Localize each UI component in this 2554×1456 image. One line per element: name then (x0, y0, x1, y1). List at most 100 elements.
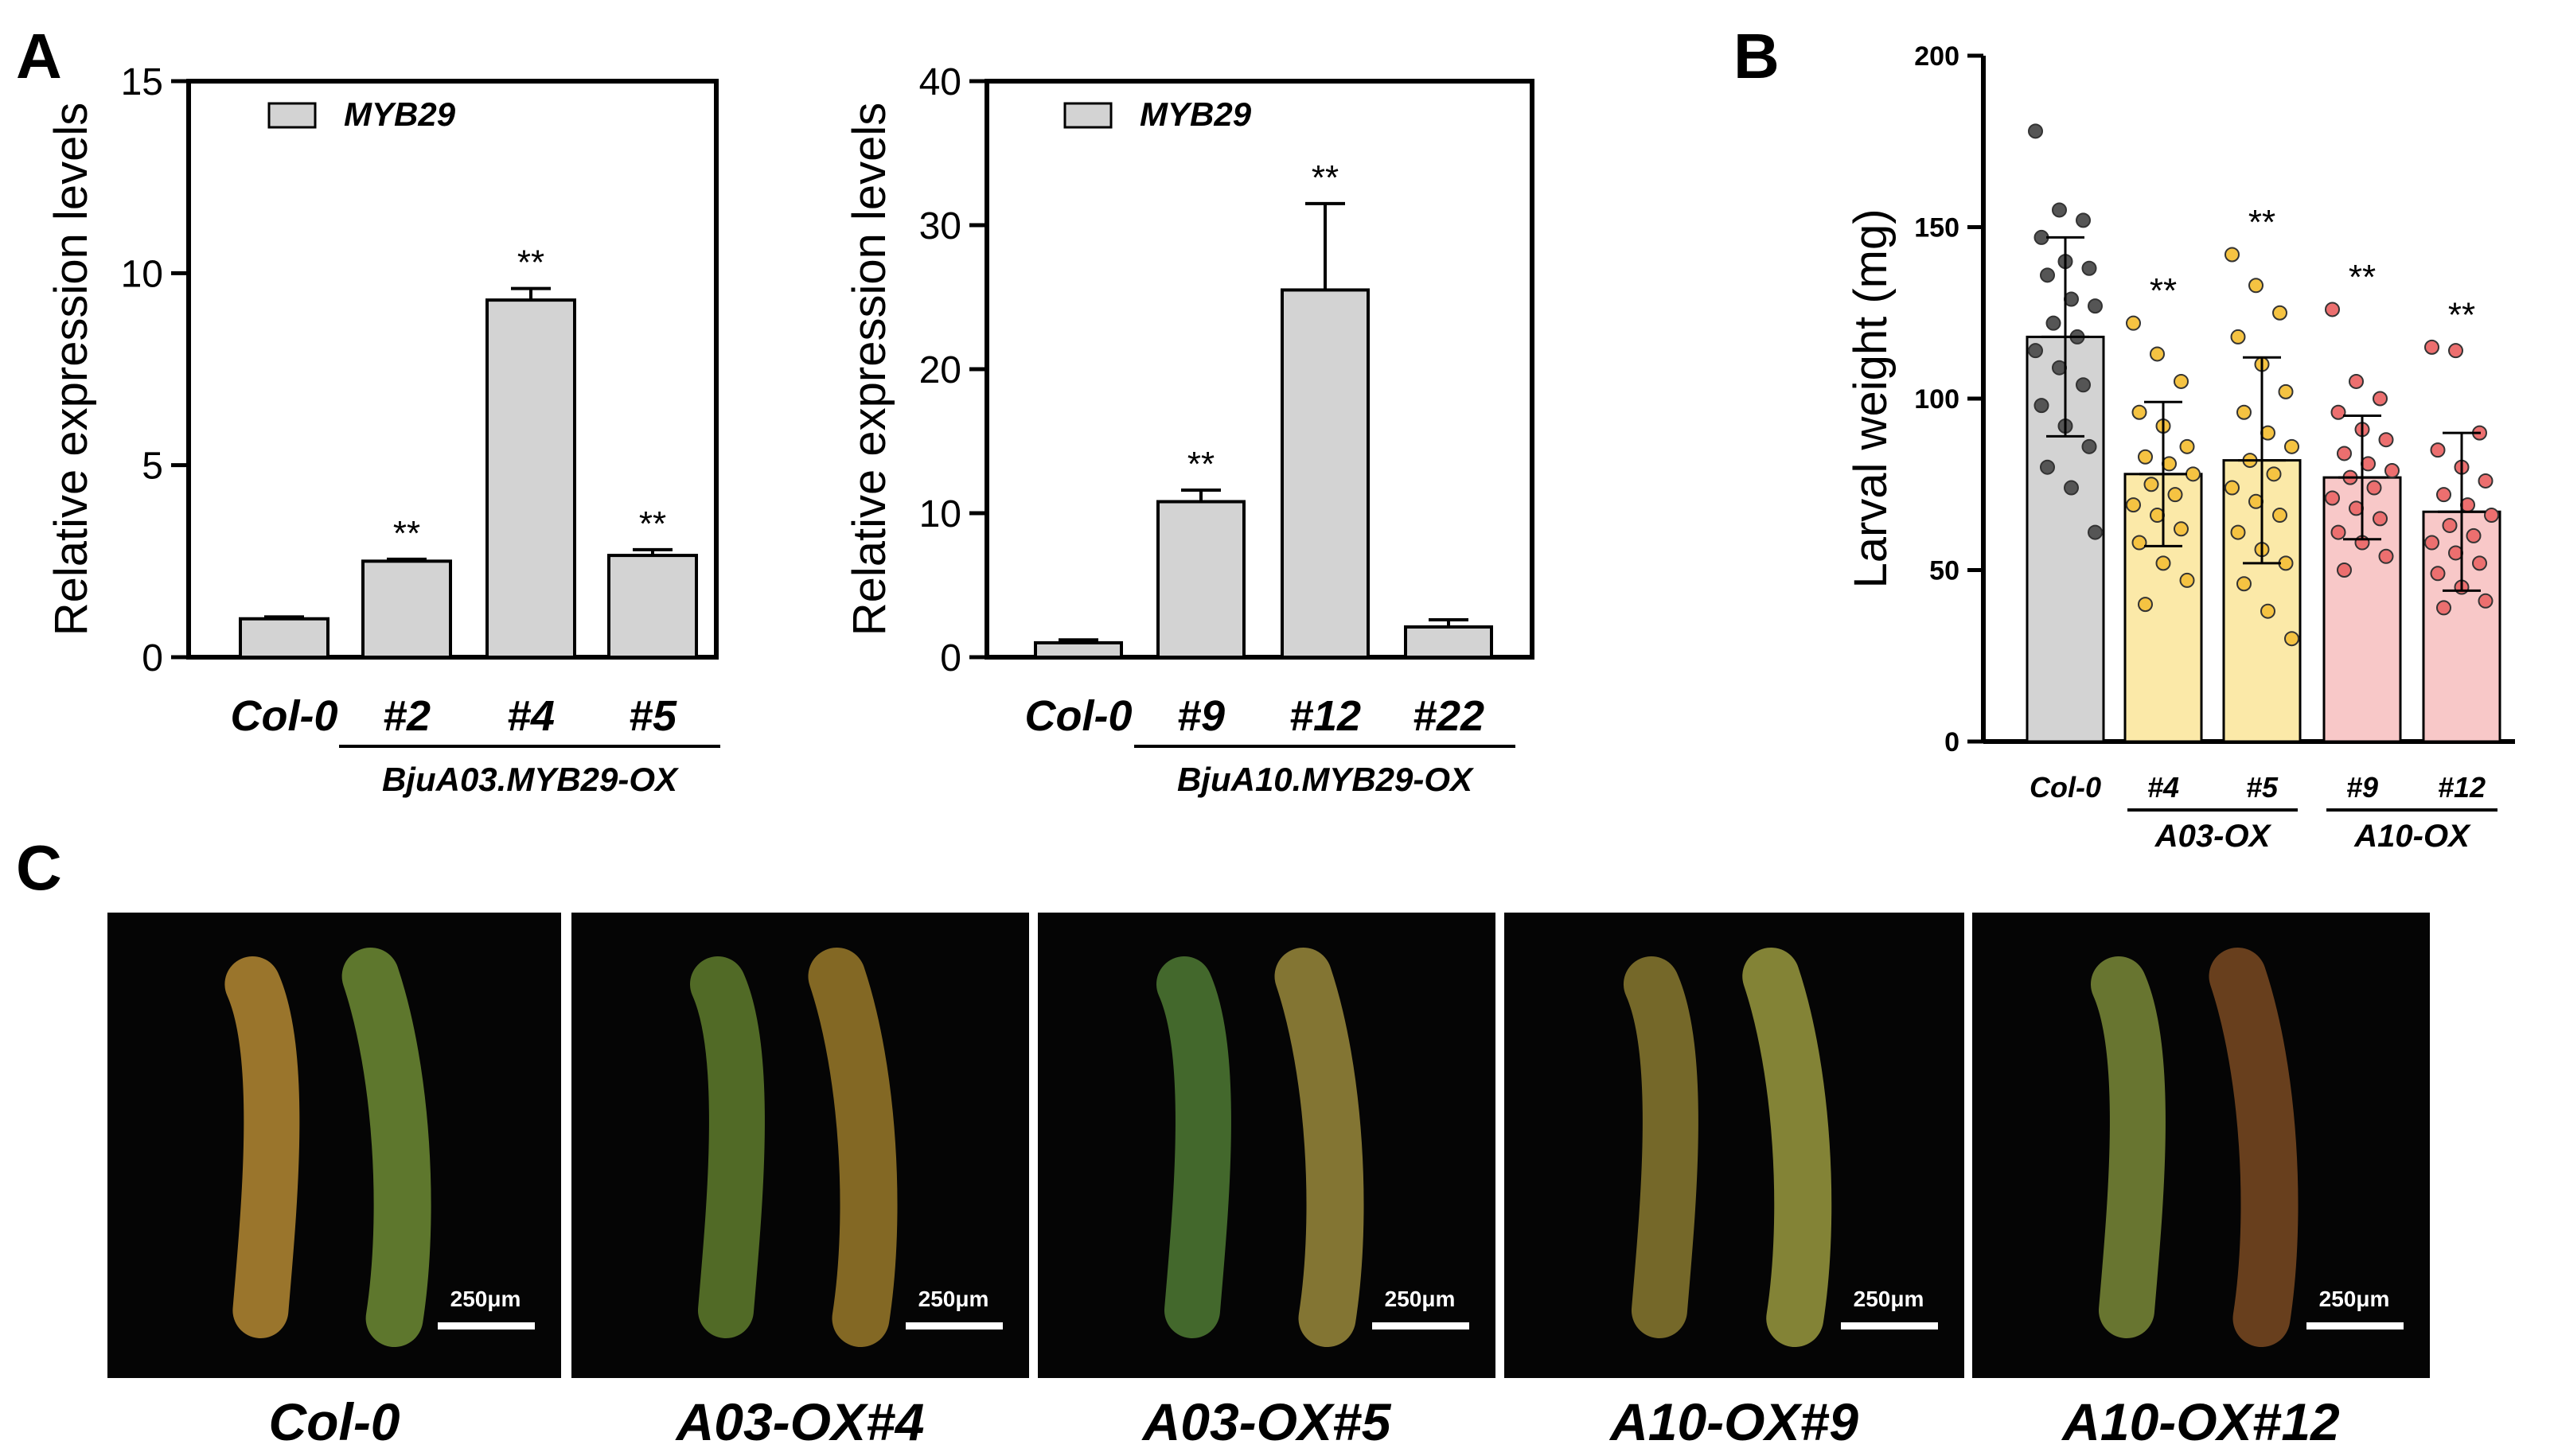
larva-right (2209, 948, 2299, 1347)
chart-a1-y-axis-label: Relative expression levels (45, 103, 97, 637)
chart-b-category-label: #4 (2147, 771, 2179, 804)
chart-b-data-point (2272, 508, 2287, 524)
chart-b-ytick-label: 200 (1914, 41, 1959, 72)
chart-b-data-point (2272, 305, 2287, 321)
chart-b-data-point (2484, 508, 2499, 524)
chart-a1-legend-swatch (267, 102, 317, 129)
chart-b-data-point (2150, 346, 2165, 362)
chart-b-data-point (2081, 260, 2097, 276)
chart-a2-ytick-label: 20 (919, 349, 961, 391)
chart-b-data-point (2330, 524, 2346, 540)
chart-b-data-point (2278, 383, 2294, 399)
scale-bar-label: 250μm (1385, 1287, 1456, 1311)
chart-a2-bar (1034, 640, 1123, 660)
chart-b-data-point (2236, 576, 2252, 592)
larva-photo (1038, 913, 1495, 1378)
chart-b-data-point (2284, 438, 2299, 454)
chart-b-data-point (2088, 298, 2103, 314)
chart-b-y-axis-label: Larval weight (mg) (1845, 208, 1897, 588)
chart-b-data-point (2325, 302, 2340, 317)
chart-b-data-point (2179, 572, 2195, 588)
chart-a2-bar (1404, 625, 1493, 659)
chart-b-ytick-label: 0 (1944, 727, 1959, 757)
chart-b-data-point (2131, 535, 2147, 551)
chart-b-data-point (2337, 563, 2352, 578)
chart-b-data-point (2126, 497, 2141, 513)
chart-a1-significance: ** (517, 243, 544, 282)
chart-b-category-label: #9 (2346, 771, 2378, 804)
chart-b-data-point (2436, 487, 2451, 503)
chart-b-data-point (2266, 466, 2282, 482)
chart-b-data-point (2088, 524, 2103, 540)
chart-b-data-point (2064, 480, 2079, 496)
chart-b-data-point (2076, 212, 2091, 228)
chart-b-data-point (2167, 487, 2183, 503)
chart-b-ytick-label: 50 (1929, 556, 1959, 586)
chart-b-data-point (2052, 360, 2067, 376)
chart-b-data-point (2143, 477, 2159, 492)
chart-b-data-point (2260, 603, 2275, 619)
chart-a2-category-label: #12 (1289, 692, 1361, 740)
chart-b-data-point (2155, 555, 2171, 571)
chart-b-significance: ** (2248, 203, 2275, 242)
chart-b-significance: ** (2448, 295, 2475, 334)
chart-a1-ytick-label: 0 (142, 637, 163, 679)
chart-a1-group-label: BjuA03.MYB29-OX (382, 761, 680, 798)
larva-right (341, 948, 431, 1347)
chart-a1-ytick-label: 15 (121, 61, 163, 103)
larva-photo-row: 250μm Col-0 250μm A03-OX#4 250μm A03-OX#5 250μ… (107, 913, 2430, 1451)
chart-a1-myb29-a03: 0 5 10 15 Relative expression levels MYB29 Col… (45, 61, 720, 798)
chart-b-data-point (2448, 343, 2463, 359)
larva-photo (1504, 913, 1964, 1378)
chart-b-data-point (2260, 425, 2275, 441)
chart-a1-category-label: #2 (383, 692, 431, 740)
chart-b-data-point (2430, 442, 2446, 458)
chart-a1-category-label: #4 (507, 692, 555, 740)
larva-right (1274, 948, 1364, 1347)
chart-b-data-point (2040, 267, 2055, 283)
scale-bar-label: 250μm (2319, 1287, 2390, 1311)
chart-b-data-point (2081, 438, 2097, 454)
chart-b-data-point (2384, 463, 2400, 479)
scale-bar (1841, 1322, 1938, 1329)
scale-bar (2306, 1322, 2404, 1329)
photo-label: A03-OX#5 (1141, 1392, 1392, 1451)
chart-a2-category-label: #9 (1177, 692, 1225, 740)
chart-a2-legend-label: MYB29 (1140, 95, 1252, 133)
panel-letter-a: A (16, 21, 62, 91)
chart-a1-significance: ** (639, 504, 666, 543)
chart-a1-bar (361, 559, 452, 659)
chart-b-data-point (2230, 524, 2246, 540)
chart-b-data-point (2248, 278, 2264, 294)
chart-b-data-point (2466, 528, 2482, 543)
chart-b-data-point (2150, 508, 2165, 524)
chart-a2-legend-swatch (1063, 102, 1113, 129)
scale-bar-label: 250μm (1854, 1287, 1924, 1311)
chart-b-data-point (2349, 500, 2364, 516)
chart-b-data-point (2225, 480, 2240, 496)
chart-b-data-point (2442, 517, 2458, 533)
chart-b-data-point (2366, 480, 2382, 496)
chart-b-data-point (2472, 555, 2487, 571)
chart-b-data-point (2478, 593, 2494, 609)
scale-bar (1372, 1322, 1469, 1329)
chart-b-data-point (2186, 466, 2201, 482)
larva-left (224, 956, 300, 1338)
chart-b-data-point (2174, 521, 2189, 537)
chart-b-data-point (2478, 473, 2494, 489)
chart-b-data-point (2349, 373, 2364, 389)
photo-label: A10-OX#9 (1608, 1392, 1858, 1451)
panel-letter-c: C (16, 832, 62, 903)
chart-b-significance: ** (2150, 271, 2177, 310)
chart-b-data-point (2162, 456, 2177, 472)
chart-b-bar (2422, 510, 2501, 743)
chart-a2-bar (1156, 500, 1246, 660)
chart-b-significance: ** (2349, 258, 2376, 297)
chart-b-data-point (2064, 291, 2079, 307)
chart-b-group-label: A10-OX (2353, 819, 2471, 854)
chart-b-larval-weight: 0 50 100 150 200 Larval weight (mg) Col-0 ** #4 *… (1845, 41, 2515, 854)
chart-a2-myb29-a10: 0 10 20 30 40 Relative expression levels MYB29… (844, 61, 1534, 798)
chart-b-data-point (2225, 247, 2240, 263)
photo-label: A10-OX#12 (2061, 1392, 2340, 1451)
